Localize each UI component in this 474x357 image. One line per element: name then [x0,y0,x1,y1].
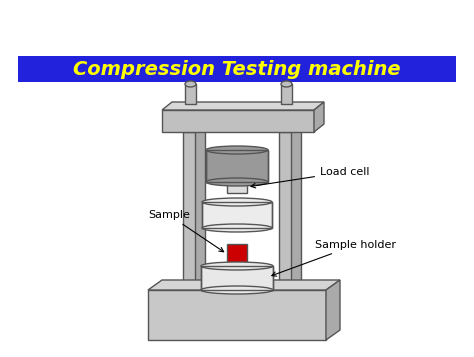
Bar [202,202,272,228]
Ellipse shape [202,198,272,206]
Ellipse shape [201,262,273,270]
Bar [201,266,273,290]
Bar [206,150,268,182]
Text: Sample holder: Sample holder [272,240,396,276]
Polygon shape [314,102,324,132]
Text: Compression Testing machine: Compression Testing machine [73,60,401,79]
Bar [162,110,314,132]
Bar [185,84,196,104]
Bar [227,181,247,193]
Polygon shape [326,280,340,340]
Bar [201,266,273,290]
Ellipse shape [202,224,272,232]
Bar [148,290,326,340]
Ellipse shape [206,146,268,154]
Bar [289,124,301,282]
Ellipse shape [185,81,196,87]
Bar [202,202,272,228]
Polygon shape [162,102,324,110]
Bar [206,150,268,182]
Polygon shape [148,280,340,290]
Bar [18,56,456,82]
Bar [193,124,205,282]
Text: Sample: Sample [148,210,224,252]
Bar [227,244,247,264]
Text: Load cell: Load cell [251,167,370,188]
Bar [183,132,195,290]
Ellipse shape [206,178,268,186]
Bar [281,84,292,104]
Bar [279,132,291,290]
Ellipse shape [201,286,273,294]
Ellipse shape [281,81,292,87]
